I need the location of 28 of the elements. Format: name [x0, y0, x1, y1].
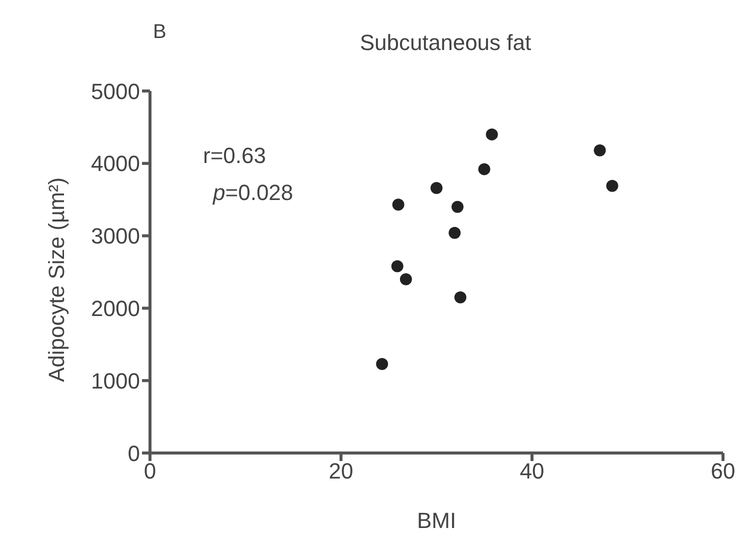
y-tick-label: 3000 [91, 224, 140, 249]
text: B [153, 21, 166, 43]
point [400, 273, 412, 286]
y-tick-label: 0 [128, 440, 140, 466]
point [452, 200, 464, 213]
point [391, 260, 404, 272]
annotation: r=0.63 [203, 143, 266, 168]
point [486, 128, 498, 140]
x-tick-label: 0 [144, 458, 156, 484]
x-axis-title: BMI [416, 508, 456, 533]
point [454, 291, 466, 304]
y-tick-label: 1000 [91, 368, 140, 394]
y-tick-label: 2000 [91, 296, 140, 322]
point [430, 182, 442, 194]
y-axis-title: Adipocyte Size (µm²) [44, 177, 69, 382]
x-tick-label: 20 [328, 458, 354, 484]
chart-title: Subcutaneous fat [360, 30, 532, 55]
point [448, 226, 461, 239]
point [376, 358, 388, 370]
y-tick-label: 5000 [91, 78, 140, 104]
point [594, 144, 606, 156]
point [478, 163, 490, 176]
point [606, 180, 618, 192]
y-tick-label: 4000 [91, 151, 140, 176]
annotation: p=0.028 [212, 180, 294, 205]
point [392, 198, 404, 211]
x-tick-label: 40 [520, 458, 544, 484]
x-tick-label: 60 [710, 458, 736, 484]
